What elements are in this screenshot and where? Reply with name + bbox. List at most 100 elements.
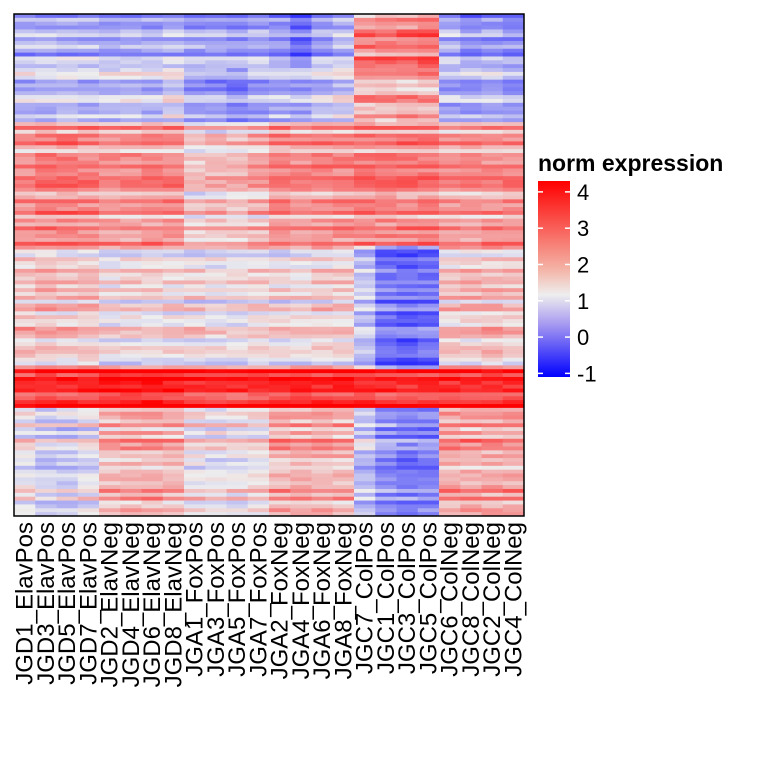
heatmap-cell — [120, 64, 142, 69]
heatmap-cell — [290, 349, 312, 355]
heatmap-cell — [396, 415, 419, 420]
heatmap-cell — [226, 396, 249, 401]
heatmap-cell — [332, 334, 355, 339]
heatmap-cell — [290, 338, 312, 343]
heatmap-cell — [269, 87, 291, 92]
heatmap-cell — [35, 346, 57, 351]
heatmap-cell — [226, 168, 249, 173]
heatmap-cell — [290, 95, 312, 100]
heatmap-cell — [439, 284, 461, 289]
heatmap-cell — [396, 357, 419, 362]
heatmap-cell — [141, 496, 164, 501]
heatmap-cell — [502, 102, 525, 108]
heatmap-cell — [184, 241, 206, 247]
heatmap-cell — [460, 214, 482, 220]
heatmap-cell — [460, 56, 482, 61]
heatmap-cell — [354, 295, 376, 301]
heatmap-cell — [247, 326, 270, 332]
heatmap-cell — [460, 504, 482, 509]
heatmap-cell — [226, 508, 249, 513]
heatmap-cell — [332, 226, 355, 231]
heatmap-cell — [184, 125, 206, 131]
heatmap-cell — [226, 346, 249, 351]
heatmap-cell — [502, 504, 525, 509]
heatmap-cell — [77, 496, 100, 501]
heatmap-cell — [481, 373, 504, 378]
heatmap-cell — [226, 450, 249, 455]
heatmap-cell — [226, 288, 249, 293]
heatmap-cell — [247, 465, 270, 471]
heatmap-cell — [290, 237, 312, 243]
heatmap-cell — [311, 458, 334, 463]
heatmap-cell — [290, 87, 312, 92]
heatmap-cell — [56, 373, 79, 378]
heatmap-cell — [460, 68, 482, 73]
heatmap-cell — [354, 91, 376, 96]
heatmap-cell — [141, 137, 164, 142]
heatmap-cell — [99, 118, 121, 123]
heatmap-cell — [354, 52, 376, 57]
heatmap-cell — [417, 172, 440, 177]
heatmap-cell — [247, 160, 270, 165]
heatmap-cell — [502, 122, 525, 127]
heatmap-cell — [77, 361, 100, 366]
heatmap-cell — [141, 172, 164, 177]
heatmap-cell — [141, 404, 164, 409]
heatmap-cell — [205, 168, 227, 173]
heatmap-cell — [290, 64, 312, 69]
heatmap-cell — [205, 60, 227, 65]
heatmap-cell — [439, 25, 461, 30]
heatmap-cell — [290, 434, 312, 440]
heatmap-cell — [417, 373, 440, 378]
heatmap-cell — [460, 110, 482, 115]
heatmap-cell — [14, 149, 36, 154]
heatmap-cell — [162, 241, 185, 247]
heatmap-cell — [56, 349, 79, 355]
heatmap-cell — [269, 106, 291, 111]
heatmap-cell — [14, 75, 36, 81]
heatmap-cell — [14, 210, 36, 216]
heatmap-cell — [184, 423, 206, 428]
heatmap-cell — [417, 496, 440, 501]
heatmap-cell — [226, 180, 249, 185]
heatmap-cell — [269, 349, 291, 355]
heatmap-cell — [375, 98, 397, 104]
heatmap-cell — [502, 168, 525, 173]
heatmap-cell — [77, 481, 100, 486]
heatmap-cell — [417, 268, 440, 274]
heatmap-cell — [269, 191, 291, 196]
heatmap-cell — [439, 330, 461, 335]
heatmap-cell — [120, 481, 142, 486]
heatmap-cell — [56, 508, 79, 513]
heatmap-cell — [290, 326, 312, 332]
heatmap-cell — [141, 241, 164, 247]
heatmap-cell — [375, 64, 397, 69]
heatmap-cell — [141, 180, 164, 185]
heatmap-cell — [141, 68, 164, 73]
heatmap-cell — [396, 284, 419, 289]
heatmap-cell — [226, 222, 249, 227]
heatmap-cell — [439, 195, 461, 200]
heatmap-cell — [417, 322, 440, 328]
heatmap-cell — [269, 133, 291, 138]
heatmap-cell — [141, 91, 164, 96]
heatmap-cell — [184, 504, 206, 509]
heatmap-cell — [502, 98, 525, 104]
heatmap-cell — [460, 222, 482, 227]
heatmap-cell — [460, 392, 482, 397]
heatmap-cell — [205, 469, 227, 474]
heatmap-cell — [226, 261, 249, 266]
heatmap-cell — [481, 342, 504, 347]
heatmap-cell — [14, 160, 36, 165]
heatmap-cell — [99, 446, 121, 451]
heatmap-cell — [375, 384, 397, 389]
heatmap-cell — [354, 326, 376, 332]
heatmap-cell — [375, 226, 397, 231]
heatmap-cell — [99, 106, 121, 111]
heatmap-cell — [77, 458, 100, 463]
heatmap-cell — [141, 218, 164, 223]
heatmap-cell — [481, 129, 504, 135]
heatmap-cell — [14, 361, 36, 366]
heatmap-cell — [290, 241, 312, 247]
heatmap-cell — [35, 214, 57, 220]
